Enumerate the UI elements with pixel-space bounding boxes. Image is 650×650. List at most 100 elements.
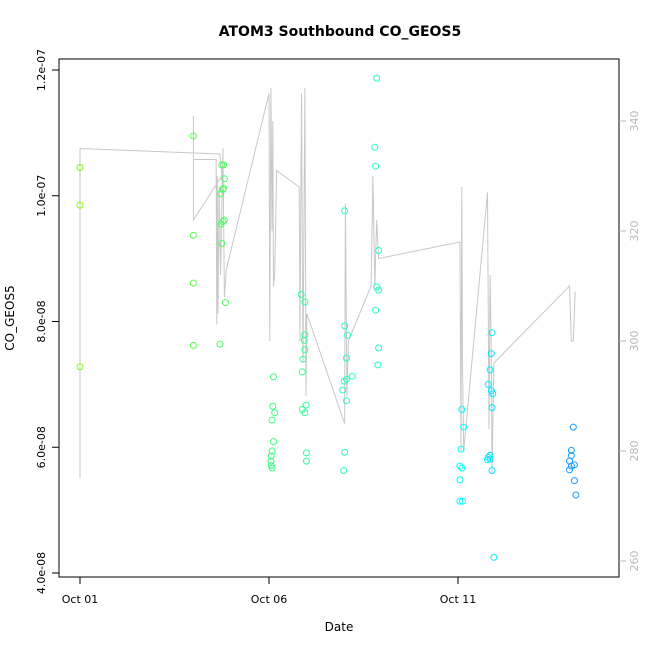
data-point [348, 372, 356, 380]
data-point [270, 373, 277, 381]
data-point [486, 366, 494, 374]
data-point [567, 446, 575, 454]
y2-tick-label: 340 [628, 111, 641, 132]
data-point [458, 406, 466, 413]
x-tick-label: Oct 01 [62, 593, 99, 606]
data-point [267, 452, 275, 460]
data-point [301, 409, 309, 417]
data-point [484, 380, 492, 388]
data-point [302, 401, 310, 409]
data-point [375, 344, 383, 352]
data-point [271, 409, 279, 417]
data-point [268, 464, 276, 472]
plot-area-frame [58, 58, 620, 578]
data-point [488, 467, 496, 474]
data-point [220, 161, 228, 169]
line-series-y2 [79, 87, 576, 479]
data-point [340, 467, 348, 474]
data-point [456, 497, 464, 505]
data-point [343, 354, 350, 362]
data-point [343, 375, 350, 383]
data-point [343, 397, 350, 405]
data-point [76, 201, 84, 209]
data-point [488, 329, 496, 337]
data-point [486, 455, 494, 463]
y-axis-label: CO_GEOS5 [3, 285, 17, 350]
data-point [216, 340, 224, 348]
data-point [459, 497, 466, 505]
series-line [79, 87, 576, 479]
data-point [460, 423, 468, 431]
data-point [341, 448, 349, 456]
y2-tick-label: 300 [628, 331, 641, 352]
data-point [301, 346, 309, 354]
y-axis-right: 260 280 300 320 340 [619, 111, 641, 572]
data-point [302, 457, 310, 465]
data-point [222, 299, 229, 307]
data-point [490, 553, 498, 561]
data-point [456, 476, 464, 484]
data-point [218, 240, 226, 247]
data-point [269, 402, 277, 410]
data-point [488, 404, 496, 412]
y-tick-label: 4.0e-08 [35, 552, 48, 594]
data-point [371, 143, 379, 151]
data-point [297, 291, 305, 298]
data-point [456, 462, 464, 470]
data-point [570, 477, 578, 485]
y2-tick-label: 280 [628, 441, 641, 462]
chart-title: ATOM3 Southbound CO_GEOS5 [219, 24, 462, 40]
data-point [268, 447, 276, 455]
data-point [270, 438, 277, 446]
y-tick-label: 6.0e-08 [35, 426, 48, 468]
data-point [341, 207, 349, 215]
data-point [76, 164, 84, 171]
y-axis-left: 4.0e-08 6.0e-08 8.0e-08 1.0e-07 1.2e-07 [35, 49, 59, 594]
data-point [487, 350, 495, 358]
data-point [189, 279, 197, 287]
data-point [484, 456, 491, 464]
data-point [566, 466, 573, 474]
data-point [344, 331, 352, 339]
data-point [189, 132, 197, 140]
data-point [189, 341, 197, 349]
y2-tick-label: 320 [628, 221, 641, 242]
data-point [339, 386, 347, 394]
x-tick-label: Oct 11 [440, 593, 477, 606]
data-point [220, 175, 228, 183]
data-point [302, 449, 310, 457]
data-point [375, 286, 383, 294]
data-point [76, 363, 84, 371]
data-point [299, 355, 307, 363]
y-tick-label: 1.0e-07 [35, 175, 48, 217]
data-point [572, 491, 580, 499]
data-point [217, 190, 225, 198]
data-point [458, 464, 466, 472]
x-axis: Oct 01 Oct 06 Oct 11 [62, 577, 477, 606]
y-tick-label: 1.2e-07 [35, 49, 48, 91]
data-point [220, 216, 228, 224]
data-point [373, 74, 381, 82]
points-layer [76, 74, 580, 561]
data-point [372, 306, 380, 314]
data-point [374, 361, 382, 369]
data-point [567, 462, 575, 470]
data-point [267, 457, 275, 465]
data-point [301, 298, 309, 306]
data-point [298, 368, 306, 376]
x-axis-label: Date [325, 620, 354, 634]
data-point [489, 390, 497, 398]
y-tick-label: 8.0e-08 [35, 300, 48, 342]
data-point [341, 322, 349, 330]
data-point [268, 416, 276, 424]
data-point [375, 247, 383, 254]
x-tick-label: Oct 06 [251, 593, 288, 606]
data-point [372, 162, 380, 170]
y2-tick-label: 260 [628, 551, 641, 572]
data-point [189, 231, 197, 239]
data-point [300, 336, 308, 344]
data-point [569, 423, 577, 431]
data-point [457, 445, 465, 453]
data-point [220, 184, 228, 192]
